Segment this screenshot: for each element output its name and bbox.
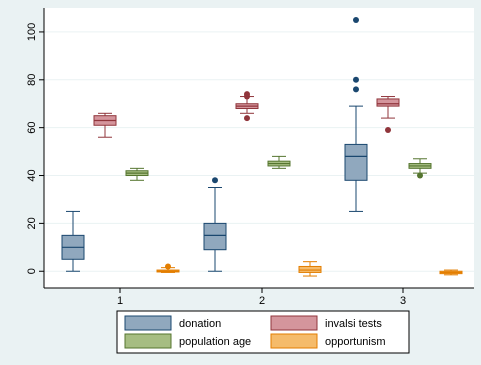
y-tick-label: 0 [26,268,38,274]
grid-lines [44,31,474,272]
box-iqr [203,222,227,251]
legend-label: donation [179,318,221,330]
legend-swatch [270,315,318,331]
box-population-age-1 [125,167,149,181]
outlier-point [353,16,359,23]
box-invalsi-tests-1 [93,112,117,138]
x-tick-label: 3 [400,295,406,307]
box-population-age-2 [267,155,291,169]
y-tick-label: 40 [26,169,38,181]
box-iqr [376,98,400,107]
outlier-point [244,115,250,122]
legend-label: opportunism [325,336,386,348]
outlier-point [417,172,423,179]
legend-item-population-age: population age [124,333,251,349]
outlier-point [353,86,359,93]
box-donation-2 [203,177,227,272]
legend-swatch [270,333,318,349]
legend-swatch [124,333,172,349]
legend-item-donation: donation [124,315,221,331]
box-invalsi-tests-3 [376,96,400,134]
box-donation-1 [61,210,85,272]
outlier-point [212,177,218,184]
box-iqr [344,143,368,181]
y-tick-label: 20 [26,217,38,229]
y-tick-label: 100 [26,23,38,41]
y-tick-label: 80 [26,74,38,86]
plot-area [44,8,474,288]
outlier-point [353,76,359,83]
outlier-point [244,91,250,98]
legend-label: population age [179,336,251,348]
legend-item-invalsi-tests: invalsi tests [270,315,382,331]
outlier-point [385,127,391,134]
box-donation-3 [344,16,368,212]
box-invalsi-tests-2 [235,91,259,122]
box-opportunism-2 [298,261,322,277]
legend-label: invalsi tests [325,318,382,330]
box-opportunism-3 [439,269,463,276]
x-tick-label: 2 [259,295,265,307]
y-tick-label: 60 [26,122,38,134]
boxes [61,16,463,277]
outlier-point [165,263,171,270]
box-population-age-3 [408,158,432,179]
axes: 0 20 40 60 80 100 1 2 3 [26,8,474,307]
legend-item-opportunism: opportunism [270,333,386,349]
legend: donation invalsi tests population age oppor… [116,310,410,354]
box-opportunism-1 [156,263,180,273]
legend-swatch [124,315,172,331]
x-tick-label: 1 [117,295,123,307]
